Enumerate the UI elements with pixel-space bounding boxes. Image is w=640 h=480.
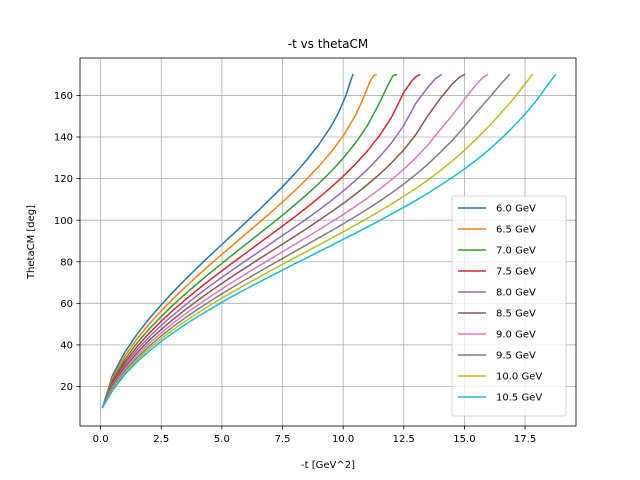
x-tick-label: 0.0 [93,434,109,445]
chart-title: -t vs thetaCM [288,37,369,51]
x-tick-label: 7.5 [275,434,291,445]
y-tick-label: 100 [54,216,73,227]
series-line-2 [101,73,398,409]
legend-label: 9.0 GeV [496,330,536,341]
y-tick-label: 80 [60,257,73,268]
series-line-1 [101,73,377,409]
series-line-9 [101,73,557,409]
legend-label: 10.5 GeV [496,393,542,404]
series-group [101,73,557,409]
y-tick-label: 140 [54,133,73,144]
series-line-0 [101,73,354,409]
legend-label: 8.5 GeV [496,309,536,320]
x-tick-label: 2.5 [153,434,169,445]
legend-label: 7.5 GeV [496,267,536,278]
legend-label: 7.0 GeV [496,246,536,257]
x-tick-label: 15.0 [453,434,475,445]
legend-label: 8.0 GeV [496,288,536,299]
legend-label: 6.5 GeV [496,225,536,236]
y-tick-label: 40 [60,341,73,352]
x-tick-label: 10.0 [332,434,354,445]
x-tick-label: 12.5 [393,434,415,445]
y-tick-label: 20 [60,382,73,393]
legend-label: 10.0 GeV [496,372,542,383]
series-line-4 [101,73,443,409]
y-tick-label: 60 [60,299,73,310]
legend-label: 6.0 GeV [496,204,536,215]
y-tick-label: 120 [54,174,73,185]
series-line-3 [101,73,421,409]
y-axis-label: ThetaCM [deg] [26,205,37,280]
plot-area-frame [79,57,577,427]
series-line-5 [101,73,466,409]
x-axis-label: -t [GeV^2] [301,460,355,471]
series-line-7 [101,73,511,409]
legend-label: 9.5 GeV [496,351,536,362]
legend-box [451,195,567,417]
x-tick-label: 5.0 [214,434,230,445]
x-tick-label: 17.5 [514,434,536,445]
axis-ticks: 0.0 2.5 5.0 7.5 10.0 12.5 15.0 17.5 20 40 60 80 100 1… [54,91,536,445]
legend: 6.0 GeV 6.5 GeV 7.0 GeV 7.5 GeV 8.0 GeV 8.5 G… [451,195,567,417]
y-tick-label: 160 [54,91,73,102]
series-line-8 [101,73,534,409]
series-line-6 [101,73,489,409]
